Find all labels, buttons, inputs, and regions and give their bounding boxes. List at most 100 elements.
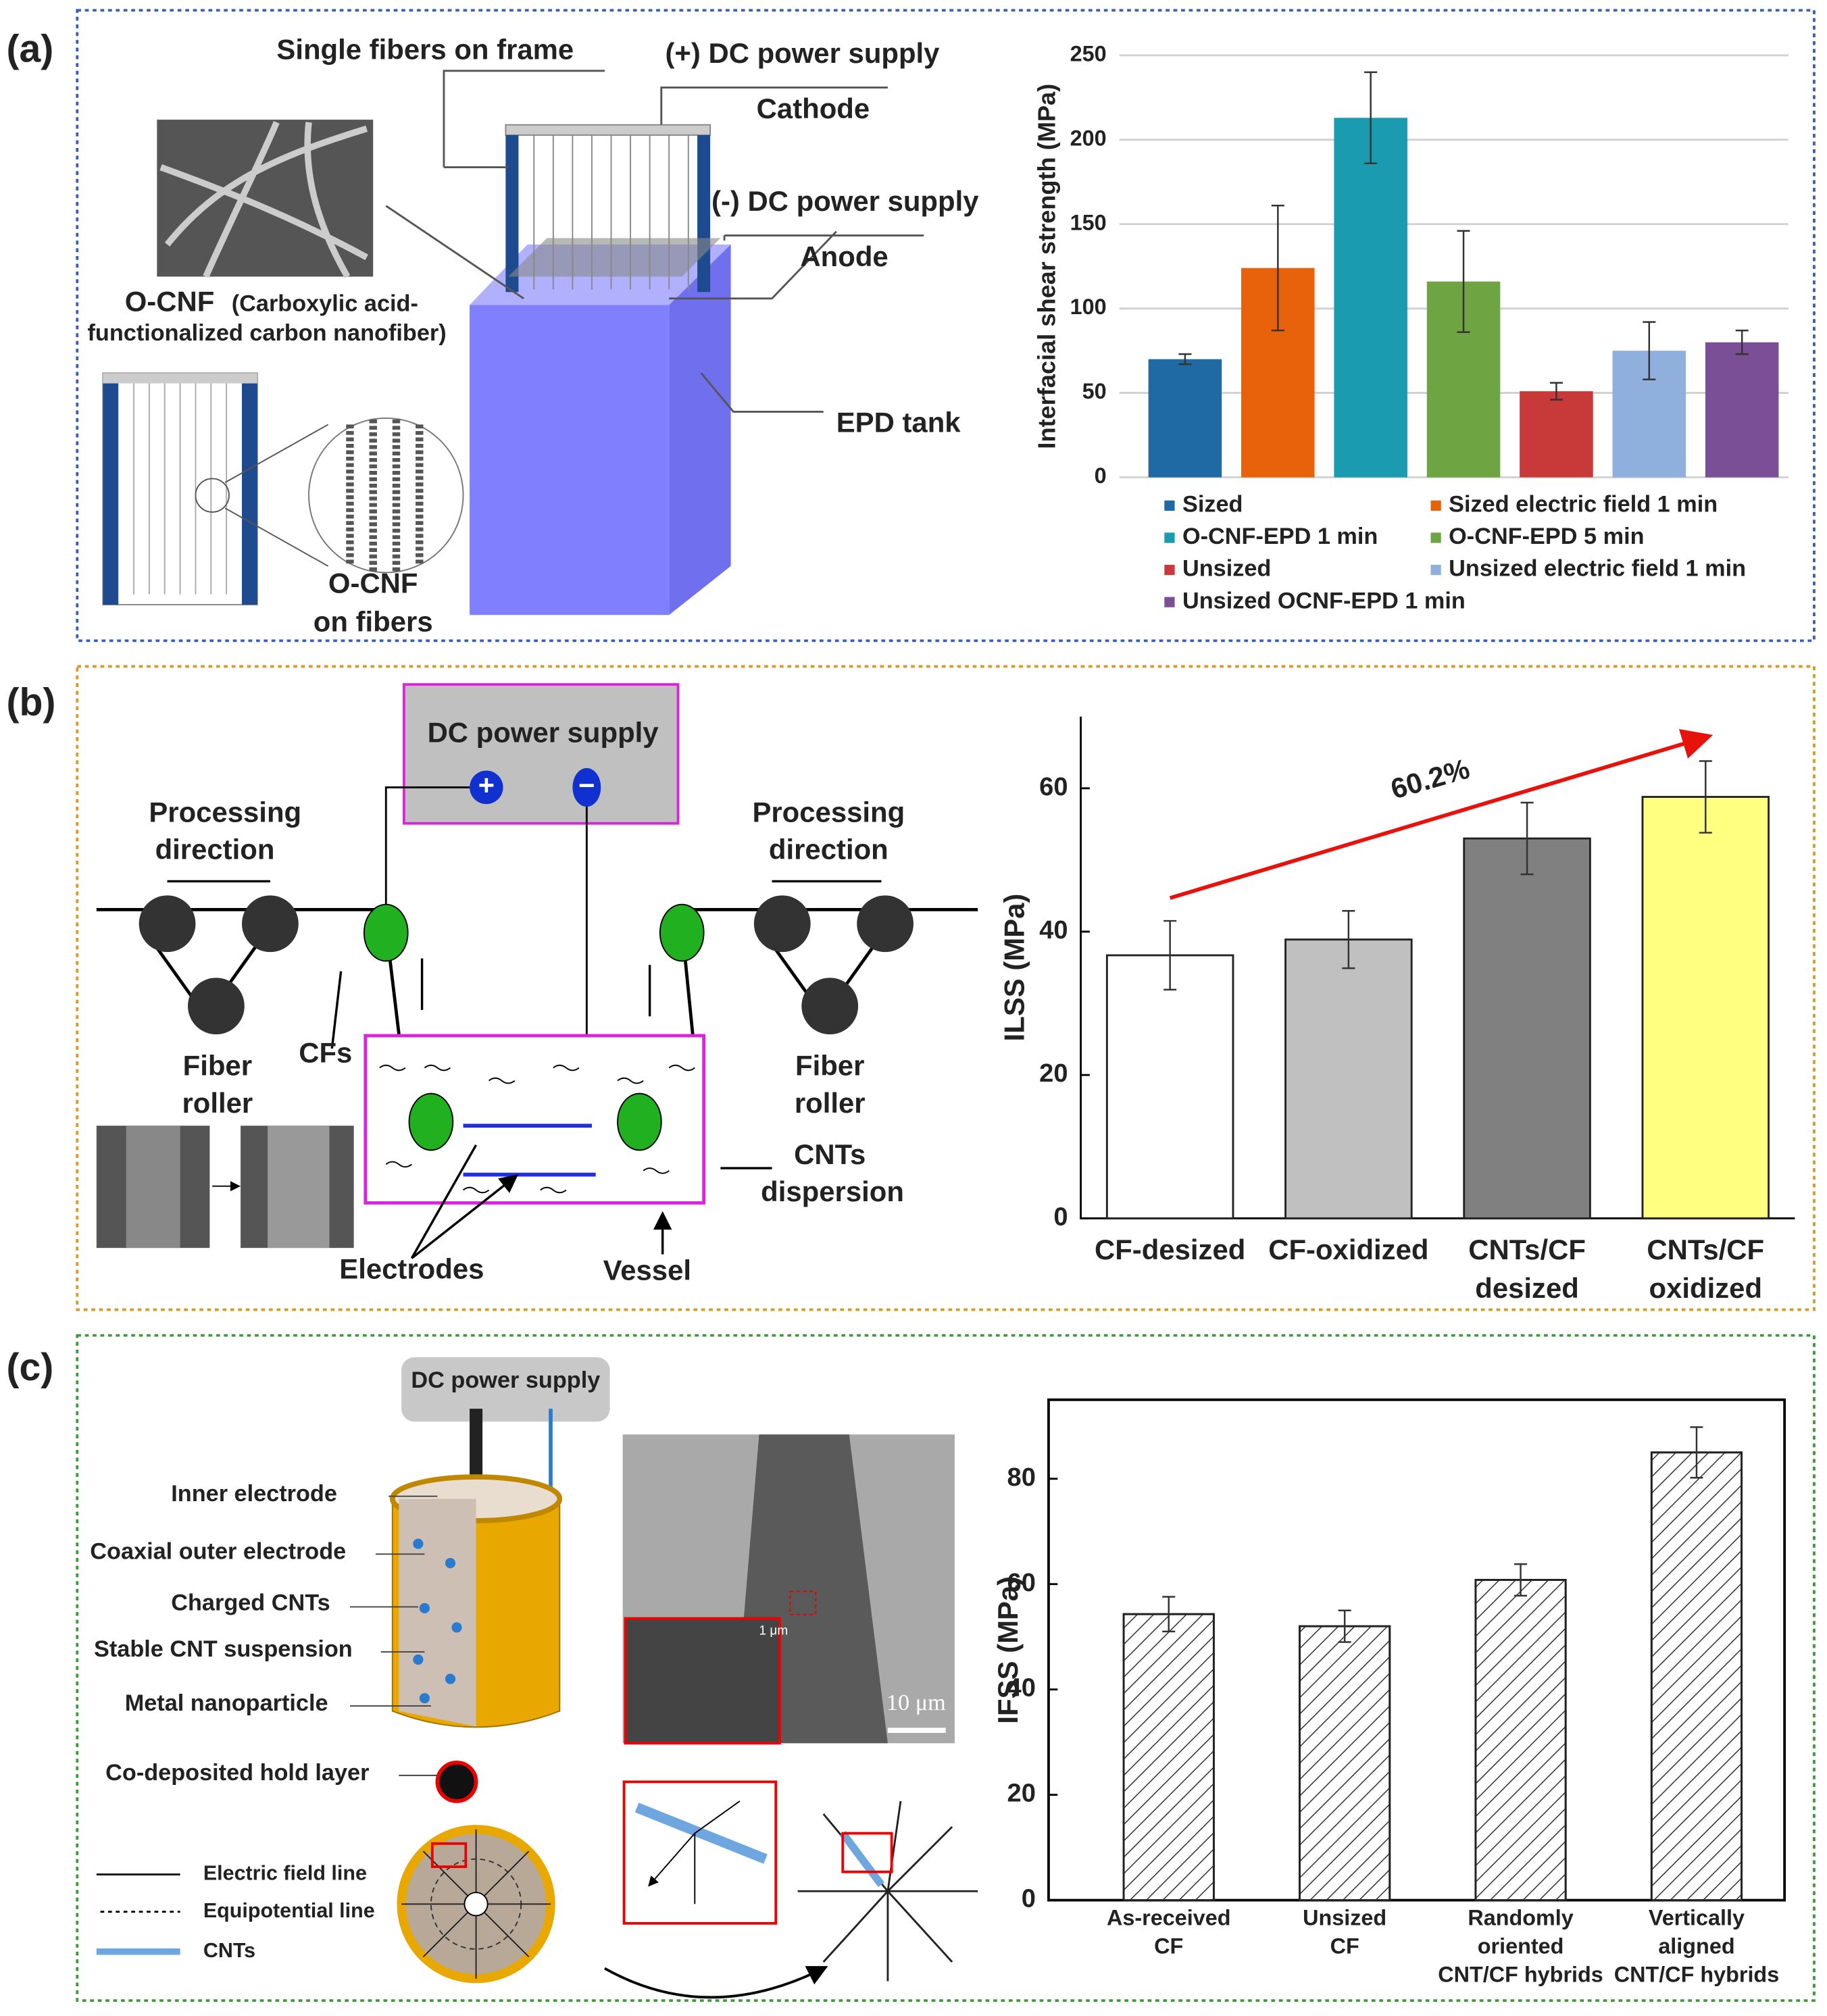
label: Electrodes	[339, 1253, 484, 1284]
y-axis-label: ILSS (MPa)	[998, 894, 1030, 1042]
label: Charged CNTs	[171, 1590, 330, 1616]
x-tick-label: Randomly	[1468, 1906, 1573, 1930]
bar	[1520, 391, 1593, 478]
legend-swatch	[1164, 564, 1175, 576]
trend-arrow	[1169, 729, 1713, 900]
label: functionalized carbon nanofiber)	[87, 320, 446, 346]
y-tick-label: 150	[1070, 210, 1107, 234]
legend-label: Sized electric field 1 min	[1449, 491, 1718, 517]
bar-hatch	[1299, 1625, 1391, 1902]
legend-swatch	[1164, 500, 1175, 511]
label: Fiber	[183, 1050, 252, 1082]
error-bar	[1643, 321, 1656, 380]
panel-frame	[76, 1334, 1816, 2002]
y-axis-label: Interfacial shear strength (MPa)	[1033, 84, 1061, 449]
y-tick-label: 200	[1070, 126, 1107, 150]
x-tick-label: CNT/CF hybrids	[1438, 1962, 1603, 1986]
legend-swatch	[1430, 532, 1441, 543]
x-tick-label: CNTs/CF	[1468, 1234, 1586, 1265]
x-tick-label: Unsized	[1303, 1906, 1386, 1930]
y-tick-label: 40	[1007, 1674, 1036, 1703]
label: CNTs	[794, 1138, 866, 1170]
bar	[1705, 342, 1779, 478]
bar	[1334, 118, 1407, 478]
y-tick-label: 20	[1039, 1059, 1068, 1088]
label: CFs	[299, 1037, 352, 1069]
bar	[1641, 796, 1770, 1219]
label: (-) DC power supply	[711, 185, 979, 217]
label: CNTs	[203, 1939, 255, 1962]
bar	[1105, 954, 1234, 1219]
label: Equipotential line	[203, 1899, 375, 1922]
label: on fibers	[314, 606, 433, 638]
bar-hatch	[1650, 1451, 1743, 1902]
label: Anode	[800, 241, 888, 272]
bar	[1284, 938, 1413, 1219]
label: O-CNF	[125, 285, 215, 317]
label: (Carboxylic acid-	[232, 291, 418, 316]
legend-label: Sized	[1182, 491, 1243, 517]
error-bar	[1690, 1426, 1703, 1479]
y-tick-label: 0	[1022, 1885, 1036, 1913]
legend-swatch	[1164, 597, 1175, 607]
label: dispersion	[761, 1176, 904, 1207]
error-bar	[1520, 801, 1534, 876]
y-tick-label: 60	[1039, 773, 1068, 801]
legend-swatch	[1164, 532, 1175, 543]
y-tick-label: 50	[1082, 379, 1107, 403]
diagram-labels-b: DC power supply Processing direction Pro…	[149, 716, 905, 1286]
panel-label: (a)	[7, 27, 54, 70]
label: Vessel	[603, 1254, 691, 1286]
label: roller	[795, 1087, 866, 1119]
y-tick-label: 0	[1095, 463, 1107, 488]
label: direction	[769, 834, 889, 865]
x-tick-label: desized	[1475, 1272, 1579, 1304]
error-bar	[1271, 205, 1284, 332]
error-bar	[1364, 71, 1378, 165]
bar	[1148, 359, 1222, 478]
y-tick-label: 40	[1039, 916, 1068, 944]
x-tick-label: CF	[1154, 1934, 1183, 1959]
error-bar	[1338, 1609, 1351, 1643]
scale-label: 1 μm	[759, 1624, 788, 1638]
panel-frame	[76, 9, 1816, 642]
x-tick-label: CF-desized	[1095, 1234, 1245, 1265]
error-bar	[1178, 353, 1192, 366]
error-bar	[1342, 909, 1355, 969]
x-tick-label: oriented	[1478, 1934, 1564, 1959]
error-bar	[1735, 329, 1749, 355]
x-tick-label: oxidized	[1649, 1272, 1763, 1304]
bar	[1463, 837, 1591, 1219]
label: Co-deposited hold layer	[105, 1760, 369, 1786]
label: Metal nanoparticle	[125, 1690, 328, 1716]
x-tick-label: aligned	[1658, 1934, 1734, 1959]
label: (+) DC power supply	[665, 37, 940, 69]
label: Coaxial outer electrode	[90, 1538, 346, 1564]
error-bar	[1162, 1596, 1176, 1633]
plot-frame	[1047, 1398, 1786, 1902]
legend-label: O-CNF-EPD 1 min	[1182, 524, 1378, 549]
label: Cathode	[757, 93, 870, 124]
y-tick-label: 80	[1007, 1463, 1036, 1492]
label: EPD tank	[836, 406, 961, 438]
label: Fiber	[795, 1050, 864, 1082]
label: direction	[155, 834, 275, 865]
legend-label: Unsized	[1182, 556, 1271, 582]
x-tick-label: CF	[1330, 1934, 1359, 1959]
label: Electric field line	[203, 1862, 367, 1885]
y-tick-label: 100	[1070, 295, 1107, 319]
error-bar	[1549, 382, 1563, 401]
x-tick-label: CNTs/CF	[1647, 1234, 1764, 1265]
diagram-labels-c: DC power supply Inner electrode Coaxial …	[90, 1367, 946, 1962]
y-tick-label: 0	[1053, 1203, 1068, 1231]
label: Inner electrode	[171, 1481, 337, 1507]
panel-frame	[76, 665, 1816, 1311]
scale-label: 10 μm	[886, 1690, 946, 1715]
legend-label: Unsized electric field 1 min	[1449, 556, 1746, 582]
label: Processing	[149, 796, 301, 828]
label: DC power supply	[411, 1367, 600, 1393]
svg-text:−: −	[578, 769, 595, 801]
panel-label: (b)	[7, 681, 56, 724]
